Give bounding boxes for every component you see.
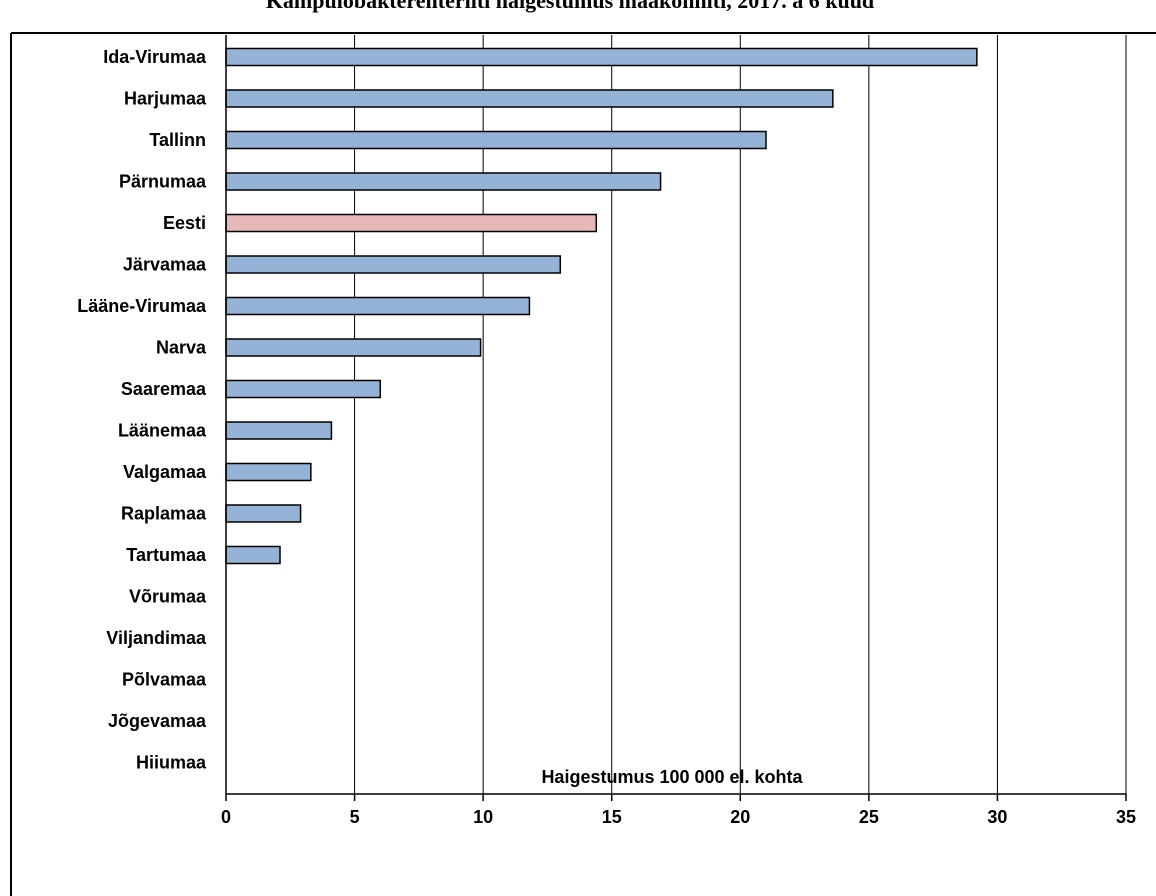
grid [225, 35, 1127, 801]
bar [225, 338, 482, 357]
category-label: Saaremaa [121, 379, 207, 399]
bar [225, 89, 834, 108]
chart-title: Kampülobakterenteriiti haigestumus maako… [266, 0, 874, 13]
x-tick-label: 10 [473, 807, 493, 827]
bar [225, 296, 531, 316]
category-label: Harjumaa [124, 89, 207, 109]
category-label: Läänemaa [118, 421, 207, 441]
category-label: Raplamaa [121, 504, 207, 524]
x-tick-label: 20 [730, 807, 750, 827]
x-tick-label: 25 [859, 807, 879, 827]
bar [225, 130, 767, 150]
x-tick-label: 30 [987, 807, 1007, 827]
category-label: Valgamaa [123, 462, 207, 482]
bars [225, 47, 978, 565]
category-label: Viljandimaa [106, 628, 207, 648]
category-label: Narva [156, 338, 207, 358]
bar [225, 379, 382, 399]
bar [225, 213, 598, 233]
x-axis-title: Haigestumus 100 000 el. kohta [541, 767, 803, 787]
x-tick-label: 35 [1116, 807, 1136, 827]
category-label: Põlvamaa [122, 670, 207, 690]
bar [225, 255, 562, 274]
bar [225, 172, 662, 191]
x-tick-label: 0 [221, 807, 231, 827]
category-label: Eesti [163, 213, 206, 233]
bar [225, 545, 281, 565]
category-label: Võrumaa [129, 587, 207, 607]
x-tick-label: 5 [350, 807, 360, 827]
category-labels: Ida-Virumaa Harjumaa Tallinn Pärnumaa Eesti J… [77, 47, 207, 773]
bar [225, 421, 333, 440]
category-label: Pärnumaa [119, 172, 207, 192]
category-label: Järvamaa [123, 255, 207, 275]
category-label: Jõgevamaa [108, 711, 207, 731]
category-label: Hiiumaa [136, 753, 207, 773]
category-label: Lääne-Virumaa [77, 296, 207, 316]
bar [225, 47, 978, 67]
category-label: Tallinn [149, 130, 206, 150]
bar [225, 504, 302, 523]
category-label: Tartumaa [126, 545, 207, 565]
category-label: Ida-Virumaa [103, 47, 207, 67]
x-tick-labels: 0 5 10 15 20 25 30 35 [221, 807, 1136, 827]
bar [225, 462, 312, 482]
x-tick-label: 15 [602, 807, 622, 827]
